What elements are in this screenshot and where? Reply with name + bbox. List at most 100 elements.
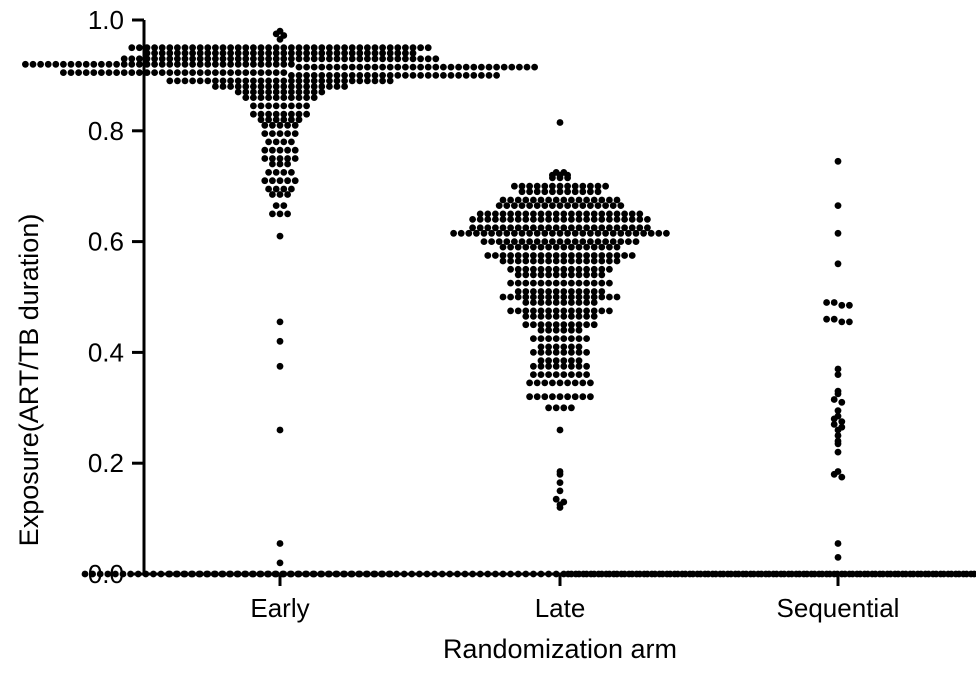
data-point bbox=[408, 570, 416, 578]
data-point bbox=[226, 570, 233, 578]
data-point bbox=[545, 243, 552, 251]
data-point bbox=[568, 349, 575, 356]
data-point bbox=[234, 77, 242, 85]
data-point bbox=[834, 260, 842, 268]
data-point bbox=[469, 570, 476, 578]
data-point bbox=[564, 238, 571, 246]
data-point bbox=[196, 77, 204, 85]
data-point bbox=[537, 362, 545, 370]
data-point bbox=[537, 357, 545, 365]
data-point bbox=[219, 77, 227, 85]
data-point bbox=[261, 130, 269, 138]
data-point bbox=[526, 238, 533, 246]
data-point bbox=[22, 60, 29, 68]
data-point bbox=[952, 570, 960, 578]
data-point bbox=[564, 174, 571, 182]
data-point bbox=[493, 72, 500, 79]
data-point bbox=[568, 224, 575, 232]
data-point bbox=[272, 44, 280, 52]
data-point bbox=[174, 69, 181, 76]
data-point bbox=[541, 202, 549, 210]
data-point bbox=[181, 69, 189, 76]
data-point bbox=[333, 63, 341, 71]
x-ticks: Early Late Sequential bbox=[250, 574, 899, 623]
data-point bbox=[583, 321, 590, 329]
data-point bbox=[514, 257, 522, 265]
data-point bbox=[288, 185, 295, 193]
data-point bbox=[257, 110, 265, 118]
data-point bbox=[457, 229, 465, 237]
data-point bbox=[552, 570, 560, 578]
data-point bbox=[295, 102, 303, 110]
data-point bbox=[269, 177, 276, 185]
data-point bbox=[621, 252, 628, 259]
data-point bbox=[280, 110, 288, 118]
data-point bbox=[575, 252, 583, 259]
x-tick-label: Late bbox=[535, 593, 586, 623]
data-point bbox=[75, 60, 82, 68]
data-point bbox=[250, 94, 257, 101]
data-point bbox=[545, 224, 552, 232]
data-point bbox=[560, 265, 568, 273]
data-point bbox=[830, 470, 838, 478]
data-point bbox=[571, 238, 579, 246]
data-point bbox=[541, 229, 549, 237]
data-point bbox=[613, 224, 621, 232]
data-point bbox=[530, 252, 537, 259]
data-point bbox=[511, 182, 518, 190]
data-point bbox=[613, 257, 621, 265]
data-point bbox=[234, 49, 242, 57]
data-point bbox=[568, 210, 575, 218]
data-point bbox=[280, 202, 288, 210]
data-point bbox=[219, 83, 227, 90]
data-point bbox=[250, 77, 257, 85]
data-point bbox=[545, 404, 552, 412]
data-point bbox=[621, 210, 628, 218]
data-point bbox=[288, 72, 295, 79]
data-point bbox=[606, 265, 613, 273]
data-point bbox=[409, 72, 417, 79]
data-point bbox=[478, 63, 485, 71]
y-tick-label: 0.6 bbox=[88, 227, 124, 257]
data-point bbox=[556, 504, 564, 511]
data-point bbox=[105, 60, 113, 68]
data-point bbox=[906, 570, 914, 578]
data-point bbox=[560, 404, 568, 412]
data-point bbox=[583, 196, 590, 204]
data-point bbox=[424, 55, 432, 63]
data-point bbox=[587, 379, 594, 387]
data-point bbox=[151, 44, 159, 52]
data-point bbox=[276, 36, 284, 43]
data-point bbox=[136, 60, 143, 68]
data-point bbox=[269, 121, 276, 129]
data-point bbox=[656, 570, 663, 578]
data-point bbox=[303, 49, 310, 57]
data-point bbox=[136, 55, 143, 63]
data-point bbox=[265, 83, 272, 90]
data-point bbox=[257, 55, 265, 63]
y-ticks: 0.00.20.40.60.81.0 bbox=[88, 5, 144, 589]
data-point bbox=[204, 77, 212, 85]
data-point bbox=[613, 293, 621, 301]
data-point bbox=[583, 371, 590, 378]
data-point bbox=[272, 55, 280, 63]
data-point bbox=[514, 293, 522, 301]
data-point bbox=[499, 243, 507, 251]
data-point bbox=[75, 69, 82, 76]
data-point bbox=[575, 265, 583, 273]
data-point bbox=[181, 55, 189, 63]
data-point bbox=[556, 229, 564, 237]
data-point bbox=[522, 299, 530, 306]
data-point bbox=[537, 570, 545, 578]
data-point bbox=[265, 102, 272, 110]
data-point bbox=[522, 313, 530, 320]
data-point bbox=[511, 202, 518, 210]
data-point bbox=[196, 44, 204, 52]
data-point bbox=[922, 570, 929, 578]
data-point bbox=[876, 570, 884, 578]
data-point bbox=[694, 570, 701, 578]
data-point bbox=[347, 570, 355, 578]
data-point bbox=[280, 116, 288, 124]
data-point bbox=[583, 313, 590, 320]
data-point bbox=[834, 407, 842, 414]
